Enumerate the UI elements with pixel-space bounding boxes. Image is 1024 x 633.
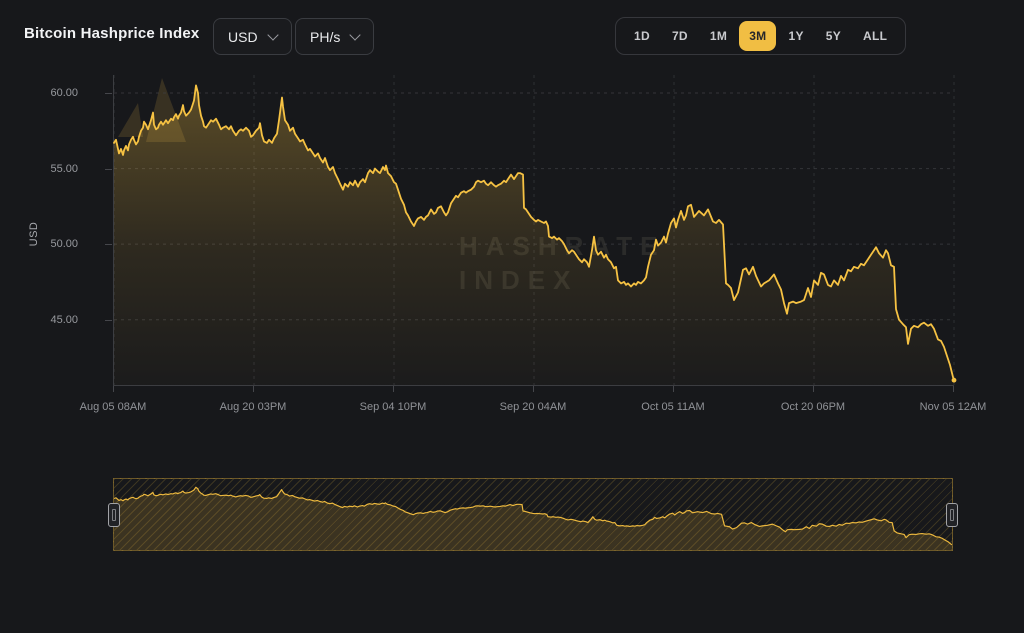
navigator-right-handle[interactable] bbox=[946, 502, 958, 527]
range-button-1m[interactable]: 1M bbox=[700, 21, 737, 51]
last-point-marker bbox=[951, 377, 957, 383]
x-tick-mark bbox=[813, 386, 814, 392]
y-tick-label: 50.00 bbox=[50, 238, 78, 251]
x-tick-label: Sep 20 04AM bbox=[499, 401, 567, 413]
x-tick-label: Aug 05 08AM bbox=[79, 401, 147, 413]
y-tick-label: 45.00 bbox=[50, 313, 78, 326]
chevron-down-icon bbox=[349, 28, 362, 41]
navigator-left-handle[interactable] bbox=[108, 502, 120, 527]
navigator-area-fill bbox=[114, 487, 952, 550]
range-button-5y[interactable]: 5Y bbox=[816, 21, 851, 51]
page-title: Bitcoin Hashprice Index bbox=[24, 25, 200, 42]
range-button-1y[interactable]: 1Y bbox=[778, 21, 813, 51]
main-chart-svg bbox=[113, 75, 957, 386]
plot-area[interactable]: HASHRATE INDEX bbox=[113, 75, 957, 386]
y-tick-label: 60.00 bbox=[50, 86, 78, 99]
range-button-all[interactable]: ALL bbox=[853, 21, 897, 51]
x-tick-label: Oct 20 06PM bbox=[780, 401, 846, 413]
price-line bbox=[113, 84, 955, 382]
range-navigator[interactable] bbox=[108, 478, 958, 551]
handle-grip bbox=[112, 508, 116, 521]
hashrate-unit-dropdown-value: PH/s bbox=[310, 28, 341, 45]
x-tick-label: Oct 05 11AM bbox=[641, 401, 705, 413]
navigator-line bbox=[114, 486, 952, 546]
x-tick-mark bbox=[673, 386, 674, 392]
currency-dropdown-value: USD bbox=[228, 28, 258, 45]
currency-dropdown[interactable]: USD bbox=[213, 18, 292, 55]
y-tick-mark bbox=[105, 168, 112, 170]
chevron-down-icon bbox=[266, 28, 279, 41]
y-tick-mark bbox=[105, 92, 112, 94]
range-button-3m[interactable]: 3M bbox=[739, 21, 777, 51]
time-range-selector: 1D 7D 1M 3M 1Y 5Y ALL bbox=[615, 17, 907, 55]
y-tick-mark bbox=[105, 319, 112, 321]
y-axis-title: USD bbox=[28, 221, 40, 247]
hashrate-unit-dropdown[interactable]: PH/s bbox=[295, 18, 375, 55]
navigator-chart-svg bbox=[114, 486, 952, 550]
x-tick-mark bbox=[253, 386, 254, 392]
range-button-7d[interactable]: 7D bbox=[662, 21, 698, 51]
x-tick-mark bbox=[113, 386, 114, 392]
range-button-1d[interactable]: 1D bbox=[624, 21, 660, 51]
x-tick-mark bbox=[953, 386, 954, 392]
y-tick-label: 55.00 bbox=[50, 162, 78, 175]
x-tick-label: Nov 05 12AM bbox=[919, 401, 987, 413]
handle-grip bbox=[950, 508, 954, 521]
x-tick-mark bbox=[393, 386, 394, 392]
y-tick-mark bbox=[105, 244, 112, 246]
x-tick-mark bbox=[533, 386, 534, 392]
x-tick-label: Sep 04 10PM bbox=[359, 401, 427, 413]
x-tick-label: Aug 20 03PM bbox=[219, 401, 287, 413]
